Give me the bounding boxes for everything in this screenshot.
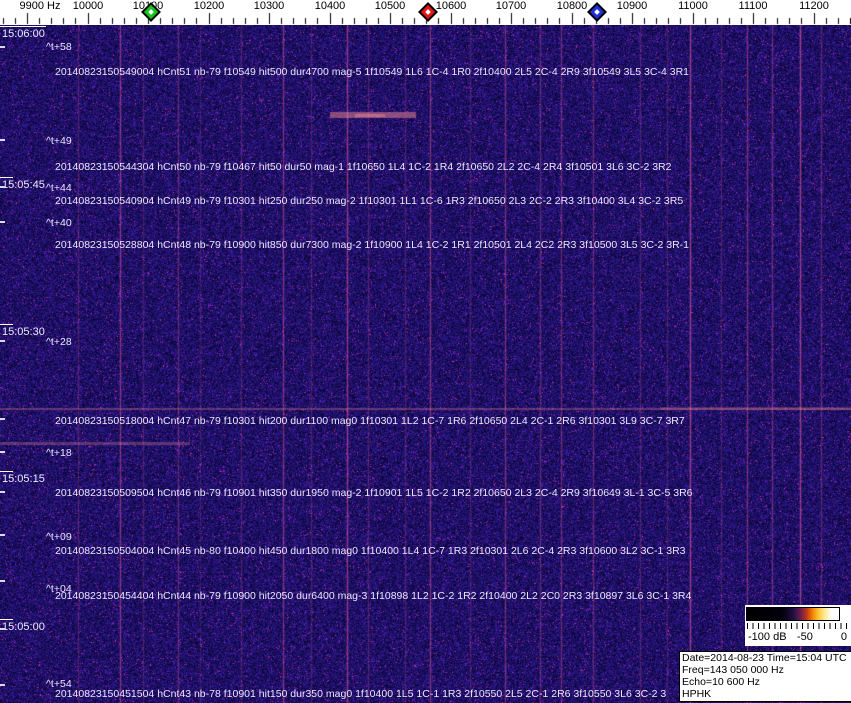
info-freq-line: Freq=143 050 000 Hz (682, 664, 784, 676)
event-edge-tick (0, 534, 5, 536)
event-edge-tick (0, 684, 5, 686)
time-label: 15:05:00 (2, 621, 45, 633)
event-time-marker: ^t+44 (46, 182, 72, 194)
event-edge-tick (0, 340, 5, 342)
db-label-max: 0 (840, 631, 847, 643)
info-station-line: HPHK (682, 688, 712, 700)
event-time-marker: ^t+54 (46, 678, 72, 690)
event-edge-tick (0, 139, 5, 141)
event-time-marker: ^t+09 (46, 531, 72, 543)
event-data-line: 20140823150454404 hCnt44 nb-79 f10900 hi… (55, 590, 692, 602)
freq-tick-label: 10600 (435, 0, 467, 12)
freq-tick-label: 10200 (193, 0, 225, 12)
db-label-min: -100 dB (748, 631, 787, 643)
time-tick-line (0, 177, 13, 178)
time-tick-line (0, 619, 13, 620)
event-time-marker: ^t+04 (46, 583, 72, 595)
event-edge-tick (0, 186, 5, 188)
event-time-marker: ^t+28 (46, 336, 72, 348)
event-time-marker: ^t+18 (46, 447, 72, 459)
event-data-line: 20140823150528804 hCnt48 nb-79 f10900 hi… (55, 239, 689, 251)
db-scale-ticks (747, 623, 848, 629)
event-data-line: 20140823150549004 hCnt51 nb-79 f10549 hi… (55, 66, 689, 78)
event-edge-tick (0, 221, 5, 223)
frequency-ruler: 9900 Hz100001010010200103001040010500106… (0, 0, 851, 25)
freq-tick-label: 11000 (678, 0, 708, 12)
info-echo-line: Echo=10 600 Hz (682, 676, 760, 688)
event-time-marker: ^t+49 (46, 135, 72, 147)
time-label: 15:05:30 (2, 326, 45, 338)
freq-tick-label: 10500 (374, 0, 406, 12)
event-edge-tick (0, 580, 5, 582)
event-data-line: 20140823150518004 hCnt47 nb-79 f10301 hi… (55, 415, 685, 427)
event-edge-tick (0, 628, 5, 630)
event-edge-tick (0, 46, 5, 48)
time-label: 15:05:15 (2, 473, 45, 485)
freq-tick-label: 10300 (253, 0, 285, 12)
freq-tick-label: 11200 (799, 0, 829, 12)
freq-tick-label: 10900 (616, 0, 648, 12)
time-tick-line (0, 471, 13, 472)
time-label: 15:05:45 (2, 179, 45, 191)
spectrogram-canvas[interactable] (0, 25, 851, 703)
db-gradient-bar (746, 607, 840, 621)
event-data-line: 20140823150544304 hCnt50 nb-79 f10467 hi… (55, 161, 672, 173)
event-edge-tick (0, 491, 5, 493)
freq-tick-label: 10400 (314, 0, 346, 12)
time-label: 15:06:00 (2, 28, 45, 40)
event-time-marker: ^t+58 (46, 41, 72, 53)
event-edge-tick (0, 451, 5, 453)
info-date-line: Date=2014-08-23 Time=15:04 UTC (682, 652, 847, 664)
freq-tick-label: 10800 (556, 0, 588, 12)
event-data-line: 20140823150509504 hCnt46 nb-79 f10901 hi… (55, 487, 693, 499)
status-infobox: Date=2014-08-23 Time=15:04 UTC Freq=143 … (679, 651, 851, 702)
freq-tick-label: 9900 Hz (19, 0, 61, 12)
freq-tick-label: 10700 (495, 0, 527, 12)
time-tick-line (0, 26, 46, 27)
event-data-line: 20140823150451504 hCnt43 nb-78 f10901 hi… (55, 688, 667, 700)
event-time-marker: ^t+40 (46, 217, 72, 229)
freq-tick-label: 10000 (72, 0, 104, 12)
event-data-line: 20140823150504004 hCnt45 nb-80 f10400 hi… (55, 545, 686, 557)
event-data-line: 20140823150540904 hCnt49 nb-79 f10301 hi… (55, 195, 684, 207)
db-scalebar: -100 dB -50 0 (745, 605, 851, 646)
event-edge-tick (0, 418, 5, 420)
time-tick-line (0, 324, 13, 325)
freq-tick-label: 11100 (738, 0, 768, 12)
db-label-mid: -50 (797, 631, 813, 643)
db-scale-labels: -100 dB -50 0 (745, 630, 851, 644)
